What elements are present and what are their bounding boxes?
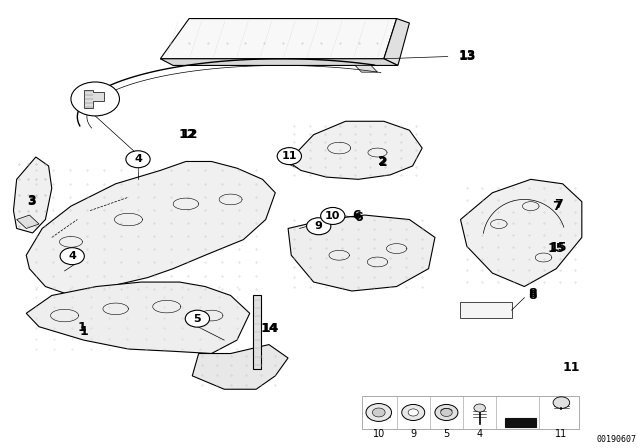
- Text: 12: 12: [179, 128, 196, 141]
- Text: 4: 4: [134, 154, 142, 164]
- Text: 7: 7: [554, 198, 563, 211]
- Text: 12: 12: [180, 128, 198, 141]
- Polygon shape: [17, 215, 39, 228]
- Polygon shape: [384, 18, 410, 65]
- Polygon shape: [253, 296, 261, 369]
- Text: 11: 11: [282, 151, 297, 161]
- Text: 5: 5: [444, 429, 449, 439]
- Text: 15: 15: [548, 242, 565, 255]
- Circle shape: [408, 409, 419, 416]
- Text: 4: 4: [68, 251, 76, 261]
- Text: 10: 10: [372, 429, 385, 439]
- Circle shape: [435, 405, 458, 421]
- Text: 8: 8: [529, 287, 537, 300]
- Circle shape: [474, 404, 485, 412]
- Circle shape: [307, 218, 331, 235]
- Text: 4: 4: [477, 429, 483, 439]
- Text: 2: 2: [378, 155, 387, 168]
- Text: 3: 3: [27, 194, 36, 207]
- Polygon shape: [505, 418, 536, 427]
- Polygon shape: [355, 65, 378, 72]
- Text: 10: 10: [325, 211, 340, 221]
- Polygon shape: [461, 179, 582, 287]
- Circle shape: [553, 397, 570, 409]
- Text: 00190607: 00190607: [596, 435, 636, 444]
- Text: 1: 1: [79, 325, 88, 338]
- Circle shape: [441, 409, 452, 417]
- Text: 1: 1: [78, 321, 87, 334]
- Polygon shape: [288, 121, 422, 179]
- Text: 11: 11: [562, 361, 580, 375]
- Circle shape: [185, 310, 209, 327]
- Polygon shape: [161, 18, 397, 59]
- Polygon shape: [192, 345, 288, 389]
- Polygon shape: [26, 161, 275, 296]
- Text: 9: 9: [315, 221, 323, 231]
- Polygon shape: [84, 90, 104, 108]
- Text: 13: 13: [458, 50, 476, 63]
- Text: 2: 2: [380, 156, 388, 169]
- Text: 5: 5: [193, 314, 201, 324]
- Text: 6: 6: [353, 209, 362, 222]
- Polygon shape: [13, 157, 52, 233]
- Text: 14: 14: [261, 323, 279, 336]
- Polygon shape: [288, 215, 435, 291]
- Text: 13: 13: [458, 49, 476, 62]
- Text: 9: 9: [410, 429, 416, 439]
- Text: 11: 11: [556, 429, 568, 439]
- Text: 3: 3: [27, 195, 36, 208]
- Circle shape: [126, 151, 150, 168]
- Polygon shape: [461, 302, 511, 318]
- Polygon shape: [161, 59, 398, 65]
- Circle shape: [60, 248, 84, 265]
- Circle shape: [372, 408, 385, 417]
- Text: 14: 14: [260, 323, 278, 336]
- Text: 15: 15: [550, 241, 567, 254]
- Circle shape: [366, 404, 392, 422]
- Text: 6: 6: [354, 211, 363, 224]
- Text: 8: 8: [529, 289, 537, 302]
- Text: 7: 7: [552, 200, 561, 213]
- Circle shape: [402, 405, 425, 421]
- Circle shape: [71, 82, 120, 116]
- Polygon shape: [26, 282, 250, 353]
- Circle shape: [321, 207, 345, 224]
- Circle shape: [277, 148, 301, 164]
